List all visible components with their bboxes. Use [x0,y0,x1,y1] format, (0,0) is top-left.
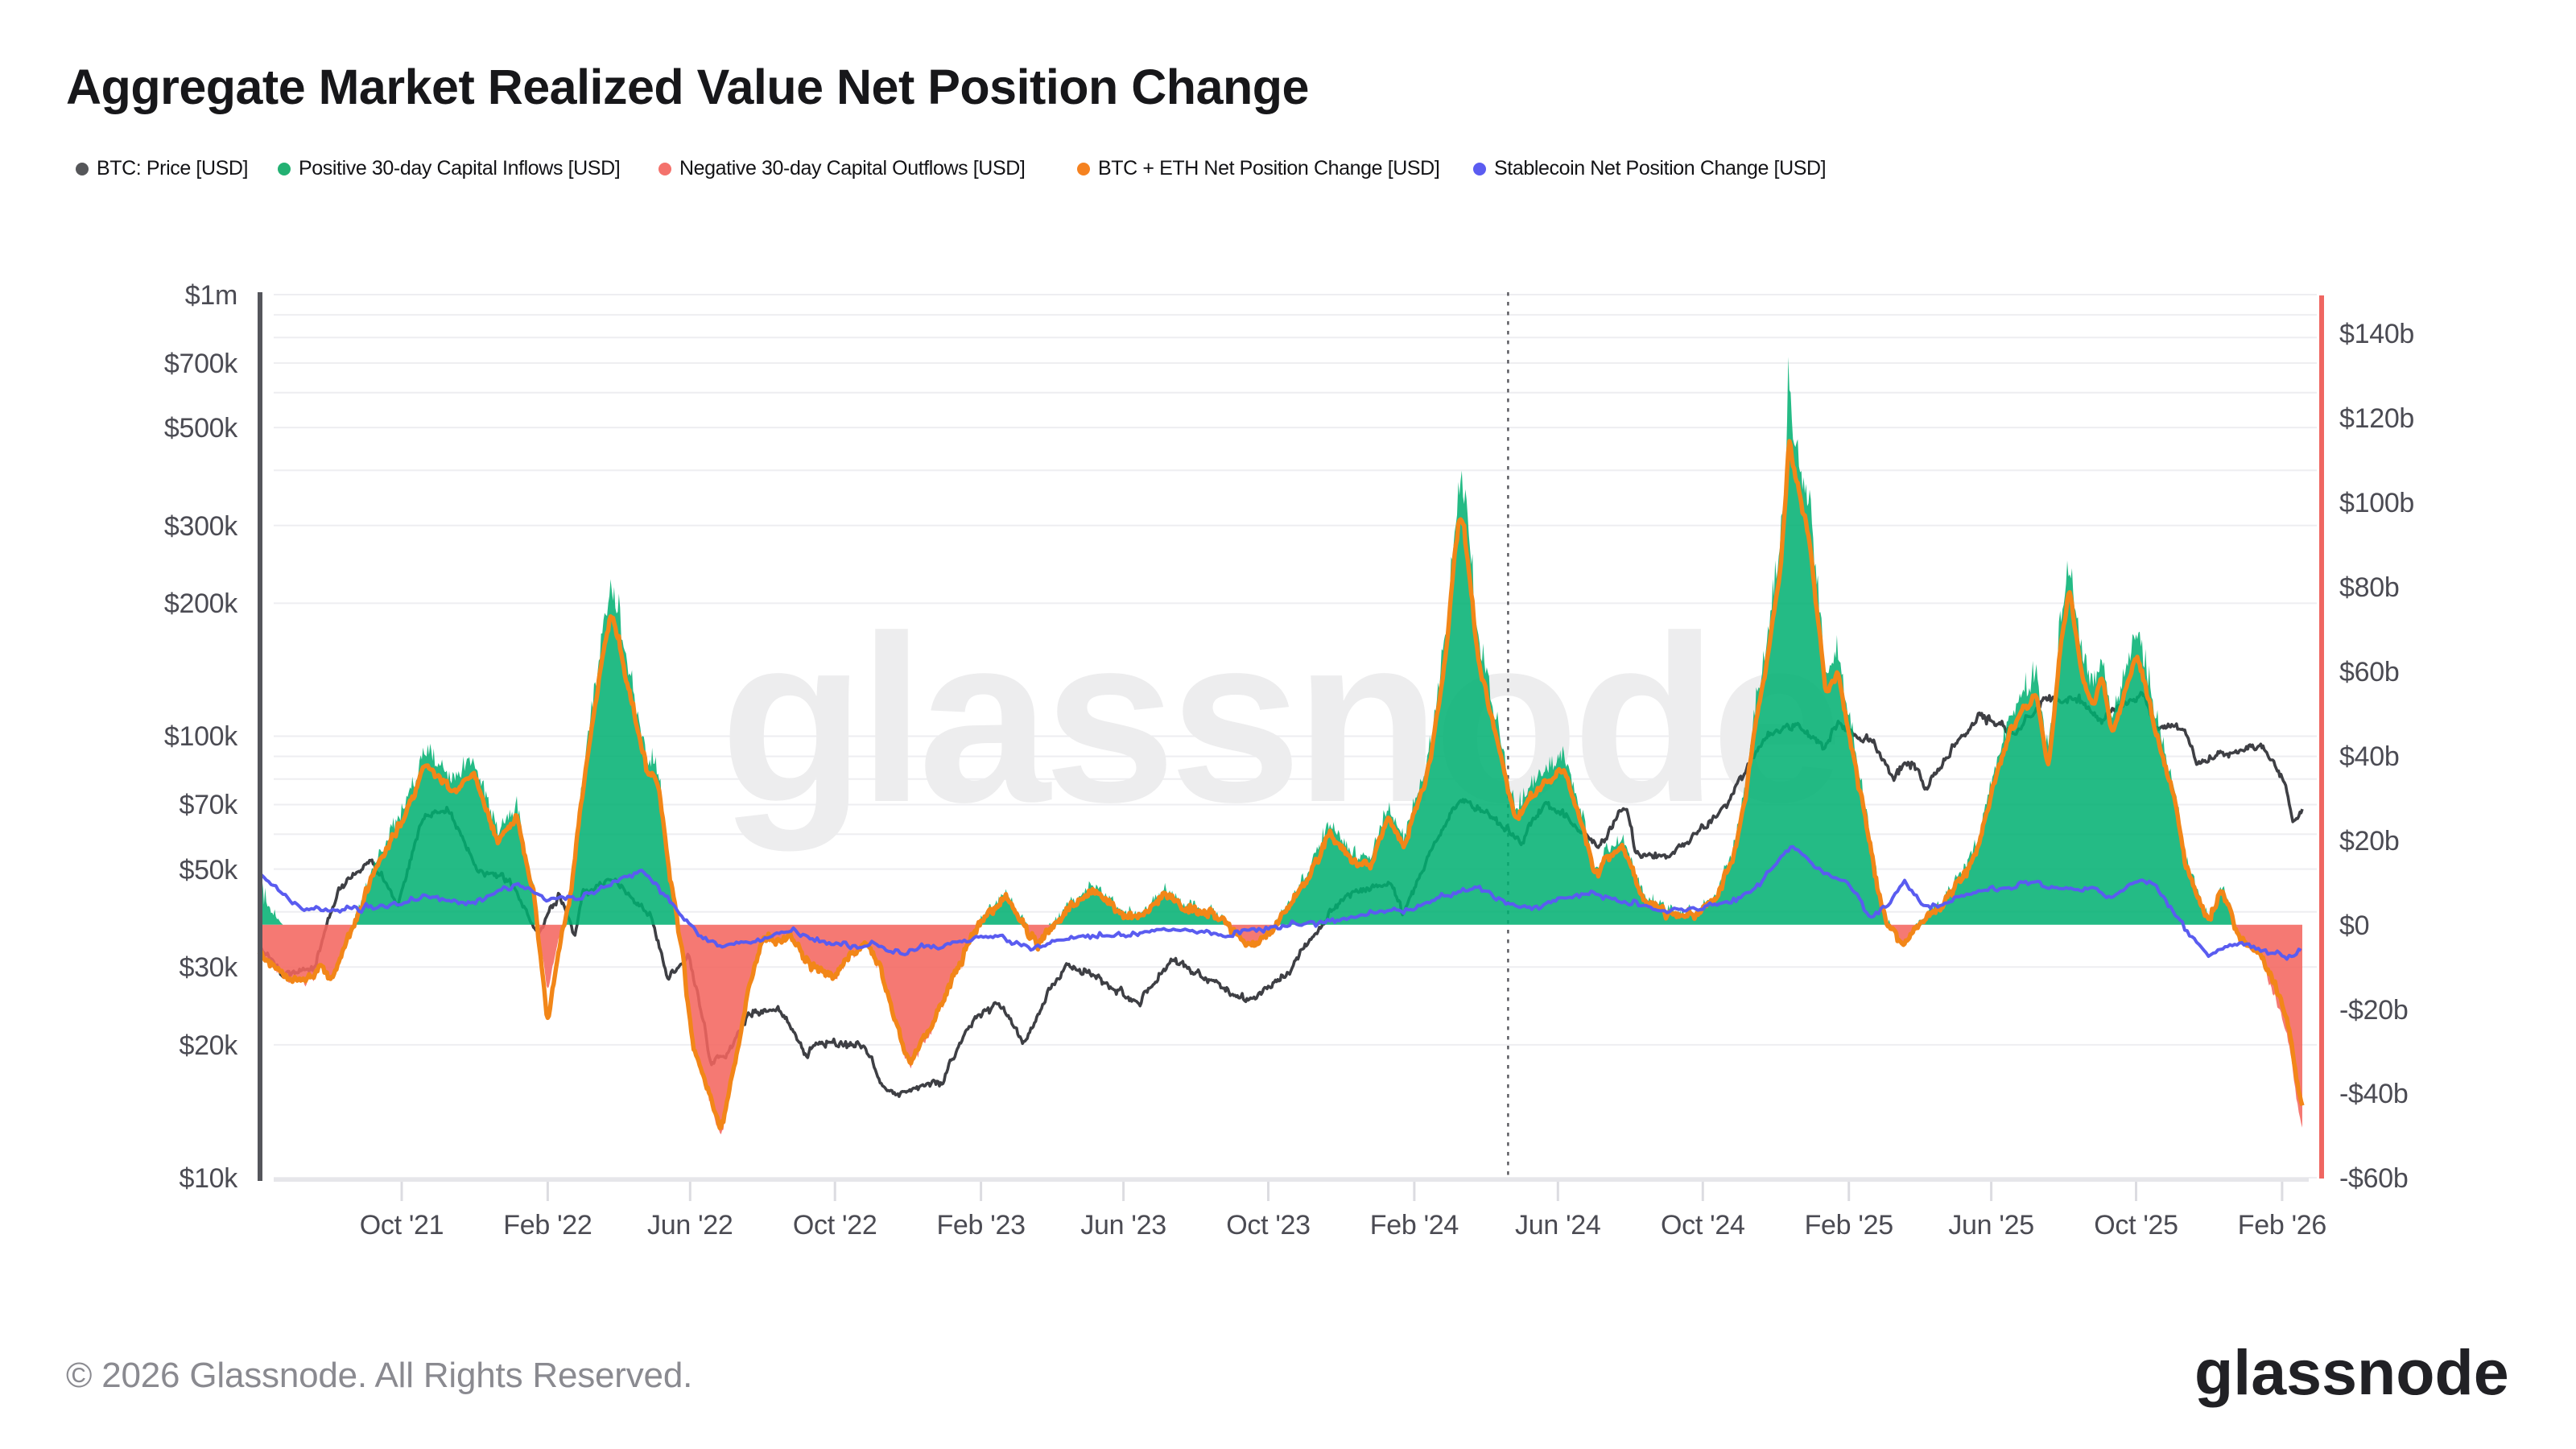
svg-text:Feb '22: Feb '22 [503,1210,592,1241]
svg-text:$100k: $100k [164,721,238,752]
svg-text:Oct '24: Oct '24 [1661,1210,1745,1241]
svg-text:Feb '24: Feb '24 [1370,1210,1459,1241]
svg-text:Feb '25: Feb '25 [1805,1210,1893,1241]
svg-text:$700k: $700k [164,349,238,379]
svg-text:$140b: $140b [2339,319,2414,349]
svg-text:Jun '23: Jun '23 [1080,1210,1166,1241]
svg-text:Jun '24: Jun '24 [1515,1210,1600,1241]
svg-text:Oct '25: Oct '25 [2094,1210,2178,1241]
svg-text:Oct '23: Oct '23 [1226,1210,1311,1241]
svg-text:$50k: $50k [179,855,238,886]
svg-text:-$20b: -$20b [2339,995,2408,1026]
svg-text:Jun '25: Jun '25 [1948,1210,2033,1241]
svg-text:$300k: $300k [164,511,238,542]
svg-text:$120b: $120b [2339,403,2414,434]
svg-text:Oct '21: Oct '21 [360,1210,444,1241]
svg-text:$200k: $200k [164,588,238,619]
svg-text:Feb '26: Feb '26 [2238,1210,2326,1241]
svg-text:$70k: $70k [179,790,238,820]
svg-text:$0: $0 [2339,910,2369,941]
svg-text:$1m: $1m [185,280,237,311]
svg-text:Feb '23: Feb '23 [936,1210,1025,1241]
svg-text:$500k: $500k [164,413,238,444]
svg-text:$100b: $100b [2339,488,2414,518]
svg-text:-$40b: -$40b [2339,1079,2408,1109]
svg-text:$20b: $20b [2339,826,2399,857]
svg-text:-$60b: -$60b [2339,1163,2408,1194]
svg-text:$10k: $10k [179,1163,238,1194]
svg-text:$40b: $40b [2339,741,2399,772]
svg-text:$30k: $30k [179,952,238,983]
svg-text:$20k: $20k [179,1030,238,1061]
svg-text:$60b: $60b [2339,657,2399,687]
svg-text:glassnode: glassnode [720,586,1837,853]
svg-text:Jun '22: Jun '22 [647,1210,733,1241]
svg-text:$80b: $80b [2339,572,2399,603]
svg-text:Oct '22: Oct '22 [793,1210,877,1241]
